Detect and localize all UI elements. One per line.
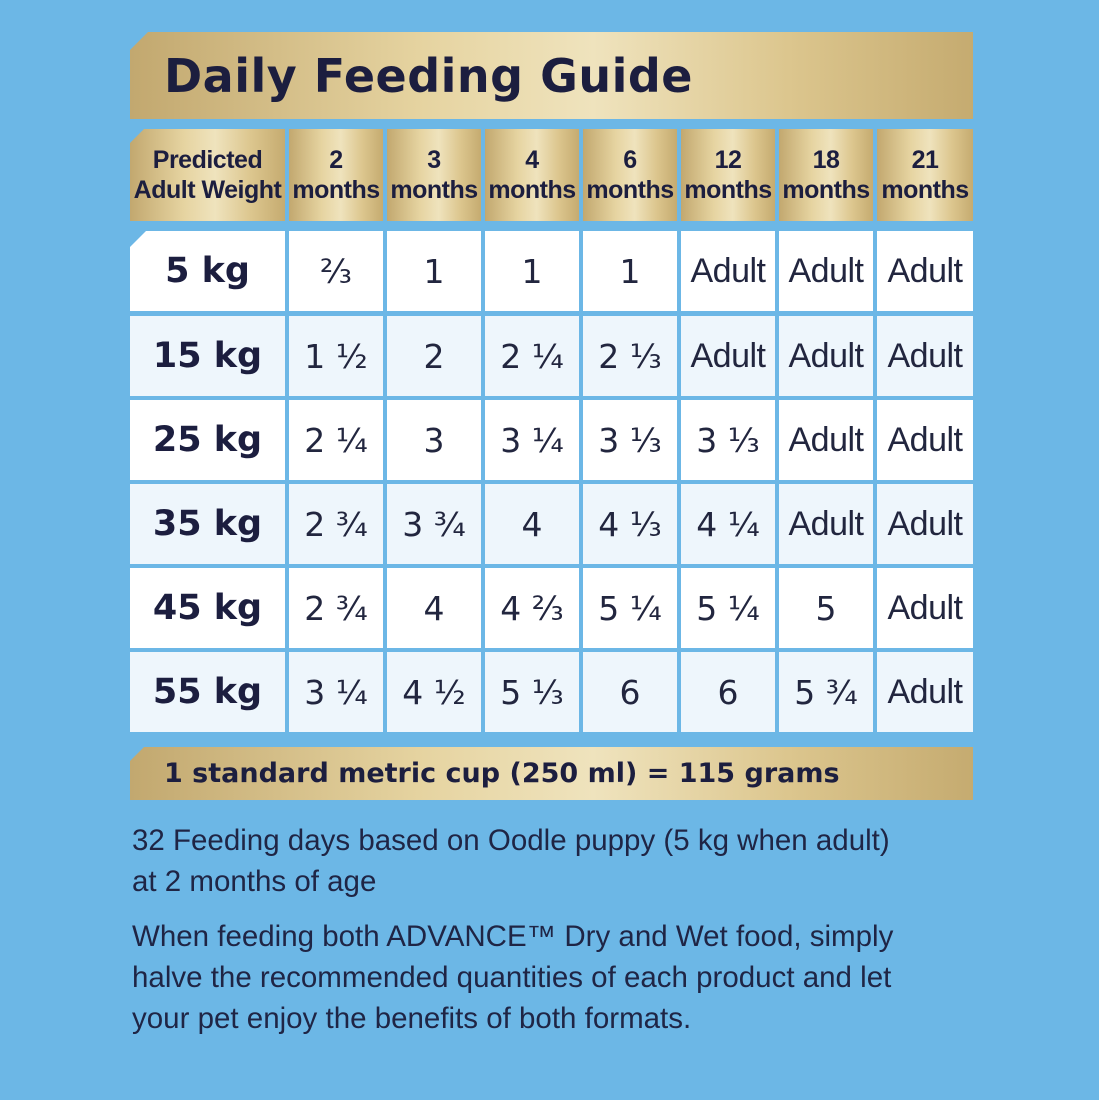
header-age-2-months: 2 months [289,129,383,221]
header-age-num: 3 [427,146,441,174]
portion-cell: 3 ⅓ [583,400,677,480]
header-age-num: 6 [623,146,637,174]
portion-cell: 3 [387,400,481,480]
header-age-num: 4 [525,146,539,174]
portion-cell: Adult [779,484,873,564]
portion-cell: Adult [877,568,973,648]
portion-cell: 4 ⅓ [583,484,677,564]
header-age-unit: months [390,176,478,204]
header-age-unit: months [684,176,772,204]
portion-cell: Adult [877,652,973,732]
portion-cell: 5 ¼ [583,568,677,648]
header-weight: Predicted Adult Weight [130,129,285,221]
title-banner: Daily Feeding Guide [130,32,973,119]
page-title: Daily Feeding Guide [164,48,693,103]
portion-cell: 2 ¾ [289,568,383,648]
portion-cell: 3 ¼ [289,652,383,732]
portion-cell: Adult [877,231,973,311]
portion-cell: 4 [387,568,481,648]
portion-cell: 1 [583,231,677,311]
portion-cell: Adult [779,400,873,480]
cup-conversion-banner: 1 standard metric cup (250 ml) = 115 gra… [130,747,973,800]
portion-cell: 2 ¼ [485,316,579,396]
portion-cell: 4 ½ [387,652,481,732]
portion-cell: 6 [583,652,677,732]
portion-cell: 6 [681,652,775,732]
header-age-4-months: 4 months [485,129,579,221]
portion-cell: Adult [779,316,873,396]
portion-cell: 4 ⅔ [485,568,579,648]
portion-cell: 2 ¾ [289,484,383,564]
portion-cell: 5 ⅓ [485,652,579,732]
portion-cell: ⅔ [289,231,383,311]
header-age-unit: months [782,176,870,204]
portion-cell: 3 ¼ [485,400,579,480]
mixed-feeding-note: When feeding both ADVANCE™ Dry and Wet f… [132,920,894,1035]
portion-cell: Adult [877,484,973,564]
portion-cell: 3 ⅓ [681,400,775,480]
feeding-days-note: 32 Feeding days based on Oodle puppy (5 … [132,824,890,898]
header-age-unit: months [881,176,969,204]
portion-cell: Adult [877,316,973,396]
header-age-6-months: 6 months [583,129,677,221]
header-age-num: 12 [714,146,742,174]
portion-cell: 2 [387,316,481,396]
portion-cell: 4 ¼ [681,484,775,564]
portion-cell: 3 ¾ [387,484,481,564]
weight-cell: 5 kg [130,231,285,311]
portion-cell: 2 ⅓ [583,316,677,396]
header-age-unit: months [586,176,674,204]
header-age-unit: months [488,176,576,204]
portion-cell: 1 [387,231,481,311]
header-age-num: 18 [812,146,840,174]
portion-cell: Adult [779,231,873,311]
portion-cell: 5 ¼ [681,568,775,648]
portion-cell: 4 [485,484,579,564]
portion-cell: 1 ½ [289,316,383,396]
cup-conversion-text: 1 standard metric cup (250 ml) = 115 gra… [164,758,840,789]
header-age-12-months: 12 months [681,129,775,221]
portion-cell: 2 ¼ [289,400,383,480]
header-age-num: 2 [329,146,343,174]
weight-cell: 15 kg [130,316,285,396]
header-age-21-months: 21 months [877,129,973,221]
weight-cell: 25 kg [130,400,285,480]
portion-cell: 5 ¾ [779,652,873,732]
portion-cell: Adult [681,316,775,396]
header-weight-line: Adult Weight [133,176,282,204]
weight-cell: 35 kg [130,484,285,564]
header-weight-line: Predicted [152,146,263,174]
weight-cell: 55 kg [130,652,285,732]
header-age-num: 21 [911,146,939,174]
header-age-18-months: 18 months [779,129,873,221]
portion-cell: Adult [681,231,775,311]
weight-cell: 45 kg [130,568,285,648]
header-age-unit: months [292,176,380,204]
header-age-3-months: 3 months [387,129,481,221]
portion-cell: Adult [877,400,973,480]
portion-cell: 5 [779,568,873,648]
portion-cell: 1 [485,231,579,311]
table-row: 5 kg ⅔ 1 1 1 Adult Adult Adult [130,231,973,311]
